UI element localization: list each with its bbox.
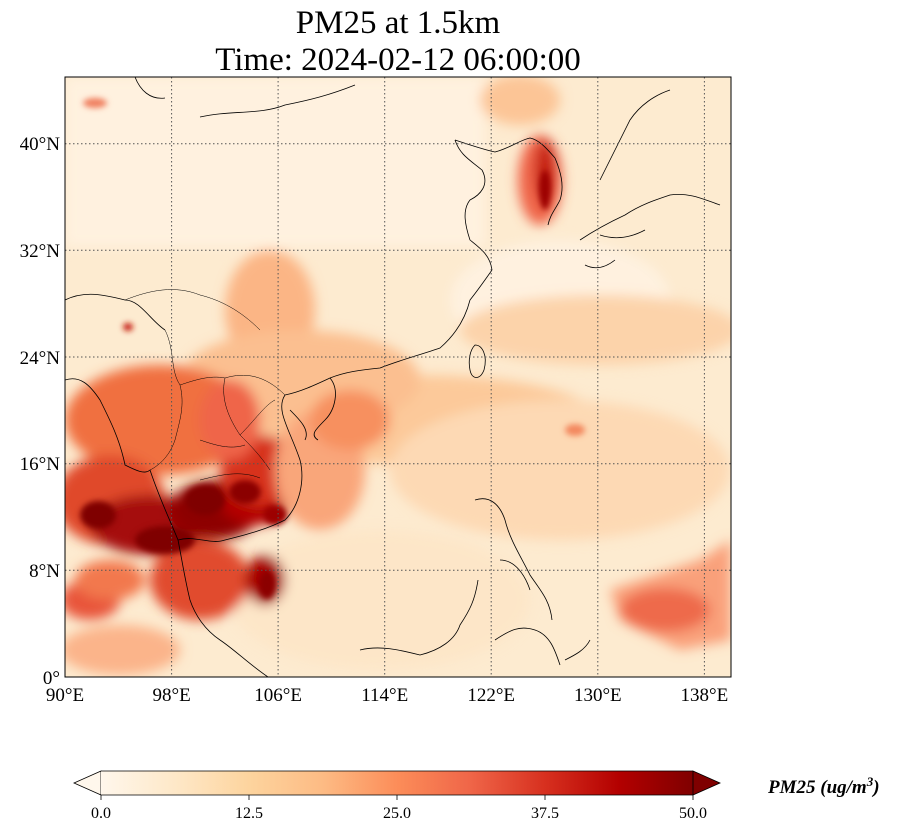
lat-tick-label: 40°N xyxy=(20,134,61,155)
country-borders xyxy=(124,289,286,481)
lat-tick-label: 24°N xyxy=(20,348,61,369)
lon-tick-label: 106°E xyxy=(254,685,302,706)
latitude-axis: 0° 8°N 16°N 24°N 32°N 40°N xyxy=(20,134,61,689)
lat-tick-label: 16°N xyxy=(20,454,61,475)
lat-tick-label: 32°N xyxy=(20,241,61,262)
colorbar-extend-min xyxy=(73,770,102,796)
map-frame xyxy=(64,76,732,678)
colorbar-tick-label: 12.5 xyxy=(235,805,263,822)
lon-tick-label: 90°E xyxy=(46,685,84,706)
colorbar-tick-label: 25.0 xyxy=(383,805,411,822)
colorbar-tick-label: 0.0 xyxy=(91,805,111,822)
lon-tick-label: 114°E xyxy=(361,685,408,706)
lon-tick-label: 98°E xyxy=(152,685,190,706)
longitude-axis: 90°E 98°E 106°E 114°E 122°E 130°E 138°E xyxy=(46,685,728,706)
pm25-concentration-field xyxy=(65,77,731,677)
map-title-line-2: Time: 2024-02-12 06:00:00 xyxy=(215,42,581,78)
colorbar-tick-label: 37.5 xyxy=(531,805,559,822)
colorbar-gradient xyxy=(101,771,693,795)
gridlines xyxy=(65,77,731,677)
lon-tick-label: 122°E xyxy=(467,685,515,706)
lon-tick-label: 130°E xyxy=(574,685,622,706)
colorbar: 0.0 12.5 25.0 37.5 50.0 PM25 (ug/m3) xyxy=(73,770,880,822)
colorbar-extend-max xyxy=(692,770,721,796)
lat-tick-label: 0° xyxy=(43,668,60,689)
map-title-line-1: PM25 at 1.5km xyxy=(295,5,501,41)
colorbar-label: PM25 (ug/m3) xyxy=(767,774,880,798)
lon-tick-label: 138°E xyxy=(681,685,729,706)
lat-tick-label: 8°N xyxy=(29,561,60,582)
colorbar-tick-label: 50.0 xyxy=(679,805,707,822)
coastlines xyxy=(65,77,721,677)
